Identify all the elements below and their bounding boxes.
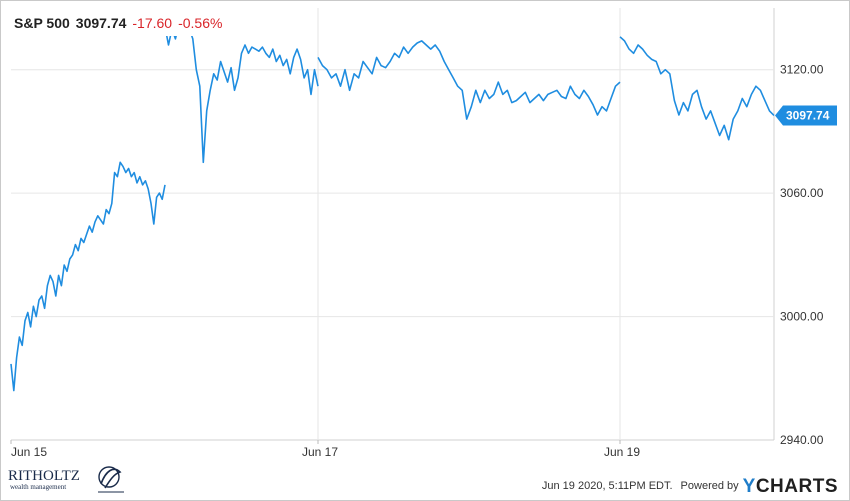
- price-series-segment: [10, 161, 166, 392]
- price-change: -17.60: [132, 15, 173, 31]
- data-timestamp: Jun 19 2020, 5:11PM EDT.: [541, 480, 673, 492]
- y-tick-label: 3060.00: [780, 186, 824, 200]
- y-axis-labels: 2940.00 3000.00 3060.00 3120.00: [780, 63, 824, 447]
- price-change-percent: -0.56%: [178, 15, 223, 31]
- ycharts-logo-rest: CHARTS: [755, 476, 838, 497]
- x-axis-labels: Jun 15 Jun 17 Jun 19: [11, 445, 640, 459]
- logo-subtitle: wealth management: [10, 483, 66, 491]
- y-tick-label: 3000.00: [780, 310, 824, 324]
- last-price: 3097.74: [75, 15, 127, 31]
- y-tick-label: 3120.00: [780, 63, 824, 77]
- x-tick-label: Jun 15: [11, 445, 47, 459]
- logo-wordmark: RITHOLTZ: [8, 468, 80, 484]
- last-price-tag-label: 3097.74: [786, 109, 830, 123]
- x-tick-label: Jun 17: [302, 445, 338, 459]
- ycharts-logo[interactable]: YCHARTS: [743, 476, 838, 497]
- gridlines: [10, 8, 775, 444]
- y-tick-label: 2940.00: [780, 433, 824, 447]
- logo-emblem-icon: [98, 466, 124, 493]
- last-price-tag-shape: [775, 105, 837, 126]
- footer: Jun 19 2020, 5:11PM EDT. Powered by YCHART…: [542, 476, 838, 498]
- price-series-segment: [317, 40, 621, 120]
- quote-header: S&P 500 3097.74 -17.60 -0.56%: [8, 10, 235, 36]
- last-price-tag: 3097.74: [775, 105, 837, 126]
- powered-by-label: Powered by: [680, 480, 739, 492]
- price-series-segment: [619, 36, 775, 141]
- price-series-segment: [164, 17, 319, 164]
- ycharts-logo-y: Y: [742, 476, 756, 497]
- x-tick-label: Jun 19: [604, 445, 640, 459]
- price-line: [10, 17, 775, 392]
- ritholtz-logo: RITHOLTZ wealth management: [8, 466, 124, 493]
- ticker-symbol: S&P 500: [14, 15, 70, 31]
